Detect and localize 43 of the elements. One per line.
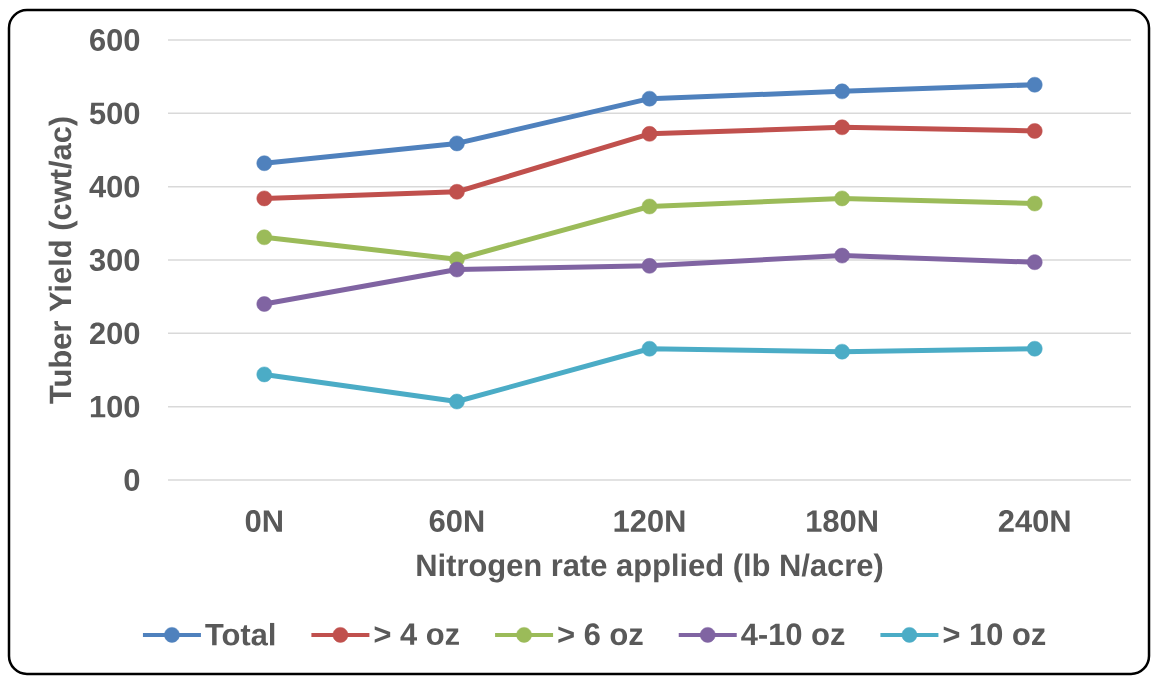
point [1026,76,1043,93]
point [449,184,465,200]
y-tick-label: 300 [89,249,140,271]
y-tick-label: 200 [90,322,140,345]
legend-label: > 10 oz [943,623,1046,646]
legend-label: > 6 oz [558,623,643,646]
point [256,190,273,207]
x-tick-label: 120N [614,510,685,532]
legend-label: > 4 oz [374,623,459,646]
x-tick-label: 0N [245,510,282,532]
point [1026,123,1043,139]
legend-label: 4-10 oz [741,623,845,646]
y-tick-label: 0 [124,469,140,491]
point [256,155,273,171]
point [449,393,465,410]
x-tick-label: 240N [998,510,1070,532]
legend-label: Total [205,622,275,646]
point [1026,195,1043,212]
point [256,366,273,383]
point [834,190,850,207]
y-tick-label: 100 [90,395,140,418]
point [834,247,850,264]
y-tick-label: 500 [89,102,140,125]
point [834,343,850,360]
point [834,83,850,100]
point [256,296,273,312]
x-tick-label: 60N [429,510,484,532]
point [641,126,658,142]
point [449,261,465,278]
x-axis-title: Nitrogen rate applied (lb N/acre) [417,553,883,583]
y-axis-title: Tuber Yield (cwt/ac) [48,117,78,404]
point [256,229,273,246]
point [641,198,658,215]
y-tick-label: 600 [90,29,140,51]
x-tick-label: 180N [807,510,877,532]
point [641,90,658,107]
point [834,119,850,136]
point [641,340,658,357]
point [1026,340,1043,357]
point [449,135,465,152]
point [641,258,658,274]
y-tick-label: 400 [89,175,140,198]
point [1026,254,1043,270]
